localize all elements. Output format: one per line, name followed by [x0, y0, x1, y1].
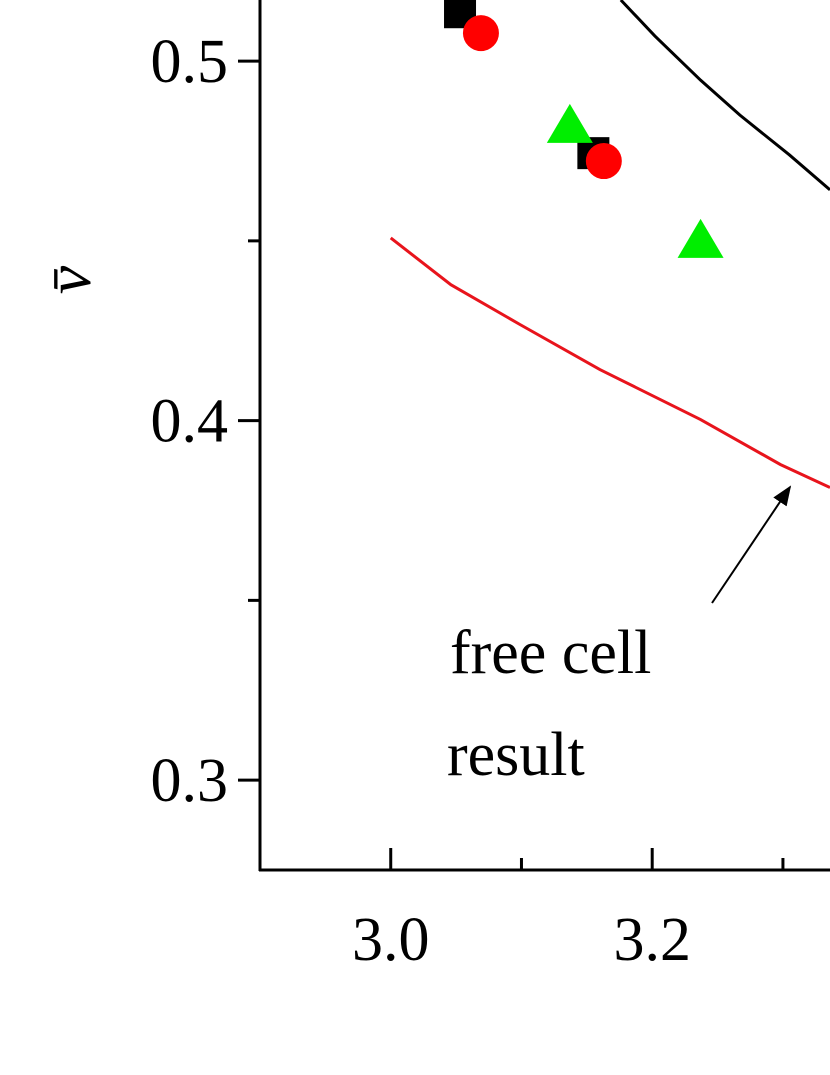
annotation-arrow [711, 485, 792, 604]
circle-marker [462, 15, 499, 52]
x-tick-label: 3.0 [352, 906, 430, 974]
annotation: free cell [450, 619, 651, 687]
plot-area [389, 0, 830, 489]
circle-marker [585, 143, 622, 180]
y-tick-label: 0.4 [151, 388, 229, 456]
curve [389, 236, 830, 489]
y-tick-label: 0.3 [151, 747, 229, 815]
y-tick-label: 0.5 [151, 28, 229, 96]
triangle-marker [677, 218, 724, 258]
x-tick-label: 3.2 [613, 906, 691, 974]
curve [619, 0, 830, 191]
y-axis-label: v̄ [33, 265, 104, 294]
triangle-marker [546, 103, 593, 143]
annotation: result [447, 721, 585, 789]
